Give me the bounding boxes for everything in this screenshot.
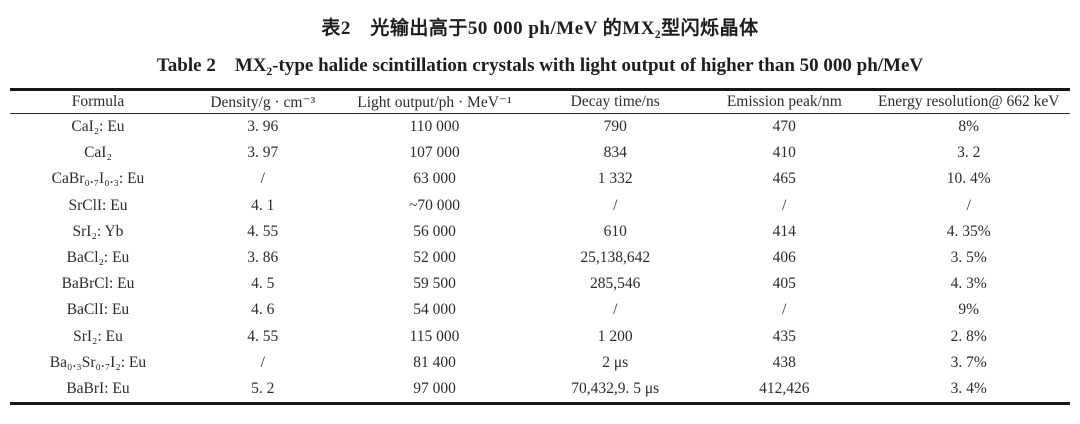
column-header-density: Density/g · cm⁻³ [185,89,340,114]
table-caption-chinese: 表2 光输出高于50 000 ph/MeV 的MX₂型闪烁晶体 [321,18,759,39]
scintillation-crystals-table: Formula Density/g · cm⁻³ Light output/ph… [10,88,1070,406]
cell-formula: SrClI: Eu [68,196,128,214]
cell-energy-resolution: 9% [958,301,980,319]
cell-energy-resolution: 10. 4% [946,170,991,188]
cell-decay-time: 610 [603,222,627,240]
cell-emission-peak: 410 [772,144,796,162]
cell-energy-resolution: 4. 3% [950,275,987,293]
cell-energy-resolution: 3. 2 [957,144,981,162]
cell-light-output: 81 400 [413,353,456,371]
cell-formula: CaI₂ [84,144,112,162]
cell-density: 3. 97 [247,144,279,162]
cell-formula: BaBrCl: Eu [61,275,135,293]
cell-decay-time: 834 [603,144,627,162]
table-row: BaBrI: Eu 5. 2 97 000 70,432,9. 5 μs 412,426… [10,376,1070,404]
cell-emission-peak: 406 [772,249,796,267]
table-header-row: Formula Density/g · cm⁻³ Light output/ph… [10,89,1070,114]
cell-emission-peak: 435 [772,327,796,345]
table-row: Ba₀.₃Sr₀.₇I₂: Eu / 81 400 2 μs 438 3. 7% [10,350,1070,376]
table-row: CaI₂ 3. 97 107 000 834 410 3. 2 [10,140,1070,166]
cell-decay-time: 70,432,9. 5 μs [571,380,660,398]
cell-formula: BaCl₂: Eu [66,249,130,267]
cell-light-output: 107 000 [409,144,460,162]
cell-emission-peak: 438 [772,353,796,371]
cell-emission-peak: 414 [772,222,796,240]
table-row: CaI₂: Eu 3. 96 110 000 790 470 8% [10,114,1070,141]
cell-light-output: ~70 000 [409,196,461,214]
cell-energy-resolution: 2. 8% [950,327,987,345]
cell-emission-peak: 470 [772,118,796,135]
cell-formula: CaBr₀.₇I₀.₃: Eu [51,170,145,188]
cell-energy-resolution: 3. 7% [950,353,987,371]
cell-emission-peak: 412,426 [759,380,810,398]
table-row: BaBrCl: Eu 4. 5 59 500 285,546 405 4. 3% [10,271,1070,297]
table-row: CaBr₀.₇I₀.₃: Eu / 63 000 1 332 465 10. 4% [10,166,1070,192]
cell-formula: Ba₀.₃Sr₀.₇I₂: Eu [49,353,147,371]
cell-decay-time: 790 [603,118,627,135]
cell-energy-resolution: 4. 35% [946,222,991,240]
cell-decay-time: 1 200 [597,327,633,345]
cell-light-output: 52 000 [413,249,456,267]
cell-density: 4. 1 [251,196,275,214]
column-header-energy-resolution: Energy resolution@ 662 keV [867,89,1070,114]
column-header-light-output: Light output/ph · MeV⁻¹ [339,89,530,114]
cell-emission-peak: / [782,196,787,214]
cell-light-output: 54 000 [413,301,456,319]
cell-light-output: 63 000 [413,170,456,188]
cell-decay-time: 2 μs [602,353,629,371]
cell-density: 5. 2 [251,380,275,398]
cell-light-output: 97 000 [413,380,456,398]
table-container: Formula Density/g · cm⁻³ Light output/ph… [10,88,1070,406]
cell-energy-resolution: 8% [958,118,980,135]
cell-density: 4. 6 [251,301,275,319]
cell-density: 3. 96 [247,118,279,135]
cell-formula: BaClI: Eu [66,301,130,319]
cell-energy-resolution: 3. 4% [950,380,987,398]
cell-decay-time: / [613,301,618,319]
cell-formula: SrI₂: Eu [73,327,123,345]
cell-light-output: 110 000 [409,118,460,135]
cell-energy-resolution: / [966,196,971,214]
cell-light-output: 56 000 [413,222,456,240]
cell-decay-time: 1 332 [597,170,633,188]
cell-decay-time: / [613,196,618,214]
table-row: BaCl₂: Eu 3. 86 52 000 25,138,642 406 3. 5% [10,245,1070,271]
table-caption-english: Table 2 MX₂-type halide scintillation cr… [156,55,924,76]
cell-decay-time: 25,138,642 [580,249,651,267]
cell-density: / [260,170,265,188]
column-header-decay-time: Decay time/ns [529,89,702,114]
cell-energy-resolution: 3. 5% [950,249,987,267]
cell-density: / [260,353,265,371]
cell-emission-peak: 405 [772,275,796,293]
cell-emission-peak: / [782,301,787,319]
cell-density: 3. 86 [247,249,279,267]
cell-density: 4. 55 [247,327,279,345]
cell-decay-time: 285,546 [590,275,641,293]
cell-density: 4. 5 [251,275,275,293]
cell-density: 4. 55 [247,222,279,240]
cell-light-output: 59 500 [413,275,456,293]
column-header-emission-peak: Emission peak/nm [701,89,868,114]
cell-formula: SrI₂: Yb [72,222,124,240]
column-header-formula: Formula [10,89,186,114]
cell-formula: BaBrI: Eu [66,380,130,398]
cell-formula: CaI₂: Eu [71,118,125,135]
table-row: SrClI: Eu 4. 1 ~70 000 / / / [10,193,1070,219]
table-row: SrI₂: Yb 4. 55 56 000 610 414 4. 35% [10,219,1070,245]
cell-light-output: 115 000 [409,327,460,345]
table-row: BaClI: Eu 4. 6 54 000 / / 9% [10,297,1070,323]
cell-emission-peak: 465 [772,170,796,188]
table-row: SrI₂: Eu 4. 55 115 000 1 200 435 2. 8% [10,324,1070,350]
table-body: CaI₂: Eu 3. 96 110 000 790 470 8% CaI₂ 3. 97 107… [10,114,1070,404]
